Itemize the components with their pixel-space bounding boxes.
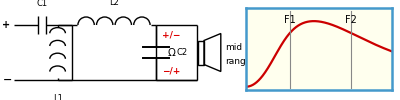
Text: −/+: −/+ <box>162 66 181 75</box>
Text: C2: C2 <box>176 48 188 57</box>
Text: F2: F2 <box>345 15 357 25</box>
Text: C1: C1 <box>36 0 48 8</box>
Text: range: range <box>226 57 252 66</box>
Text: Ω: Ω <box>168 48 176 58</box>
Text: L1: L1 <box>53 94 62 100</box>
Text: mid: mid <box>226 43 243 52</box>
Text: +: + <box>2 20 10 30</box>
Text: +/−: +/− <box>162 30 181 39</box>
Text: −: − <box>2 75 12 85</box>
Text: F1: F1 <box>284 15 296 25</box>
Text: L2: L2 <box>109 0 119 7</box>
